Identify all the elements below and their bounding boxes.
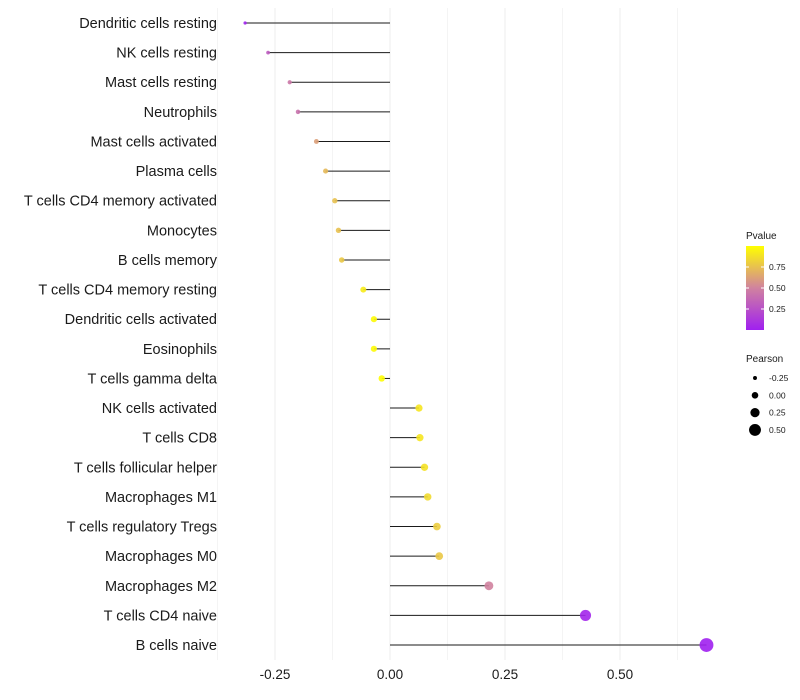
pvalue-legend-label: 0.75 [769,262,786,272]
point-layer [243,21,714,652]
pvalue-legend-label: 0.25 [769,304,786,314]
category-label: Neutrophils [144,105,217,121]
pvalue-legend-label: 0.50 [769,283,786,293]
category-label: Dendritic cells resting [79,16,217,32]
category-label: T cells regulatory Tregs [67,520,217,536]
pearson-legend: Pearson -0.25 0.00 0.25 0.50 [746,354,789,436]
category-label: Macrophages M1 [105,490,217,506]
category-label: NK cells resting [116,46,217,62]
category-label: B cells naive [136,638,217,654]
lollipop-point [699,638,714,652]
lollipop-point [295,109,301,115]
lollipop-point [423,493,432,501]
category-label: T cells gamma delta [88,371,218,387]
category-label: Plasma cells [136,164,217,180]
category-label: Mast cells resting [105,75,217,91]
x-tick-label: 0.50 [607,667,633,682]
lollipop-point [332,198,338,204]
pearson-legend-label: 0.50 [769,425,786,435]
lollipop-point [370,316,378,323]
pvalue-legend-title: Pvalue [746,231,777,242]
category-label: Mast cells activated [90,134,217,150]
pearson-legend-dot [751,392,759,399]
pearson-legend-dot [753,376,757,380]
x-tick-label: 0.00 [377,667,403,682]
grid-layer [217,8,678,660]
pearson-legend-label: -0.25 [769,373,789,383]
pearson-legend-label: 0.25 [769,408,786,418]
stem-layer [245,22,707,646]
x-tick-label: 0.25 [492,667,518,682]
category-label: T cells CD4 memory resting [38,283,217,299]
lollipop-point [433,522,441,531]
lollipop-point [378,375,385,382]
pearson-legend-dot [749,423,761,436]
category-label: Eosinophils [143,342,217,358]
category-label: Dendritic cells activated [65,312,217,328]
lollipop-point [420,463,429,471]
pearson-legend-dot [750,407,760,418]
category-label: Macrophages M2 [105,579,217,595]
category-label: T cells follicular helper [74,460,217,476]
category-label: Monocytes [147,223,217,239]
pearson-legend-title: Pearson [746,354,783,365]
lollipop-point [313,139,319,144]
lollipop-point [243,21,247,25]
x-tick-label: -0.25 [260,667,291,682]
lollipop-point [579,609,592,621]
pvalue-colorbar [746,246,764,330]
lollipop-point [415,404,423,412]
lollipop-point [287,80,292,85]
category-label: B cells memory [118,253,218,269]
lollipop-point [360,286,367,293]
category-labels: Dendritic cells resting NK cells resting M… [24,16,218,654]
lollipop-point [435,552,444,561]
pvalue-legend: Pvalue 0.25 0.50 0.75 [746,231,786,330]
pearson-legend-label: 0.00 [769,390,786,400]
category-label: NK cells activated [102,401,217,417]
category-label: Macrophages M0 [105,549,217,565]
lollipop-point [266,50,270,55]
lollipop-point [338,257,345,263]
lollipop-point [484,581,494,591]
lollipop-point [416,434,424,442]
lollipop-point [323,168,329,174]
lollipop-point [335,227,342,234]
lollipop-point [370,345,378,352]
x-tick-labels: -0.25 0.00 0.25 0.50 [260,667,634,682]
category-label: T cells CD4 naive [104,608,217,624]
category-label: T cells CD8 [142,431,217,447]
category-label: T cells CD4 memory activated [24,194,217,210]
